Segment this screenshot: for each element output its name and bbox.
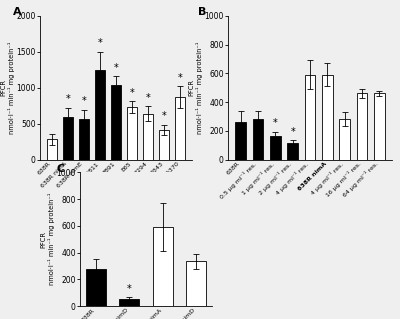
Bar <box>86 269 106 306</box>
Bar <box>127 107 137 160</box>
Text: *: * <box>162 111 166 122</box>
Bar <box>374 93 384 160</box>
Text: *: * <box>273 118 278 128</box>
Bar <box>176 97 185 160</box>
Bar <box>340 119 350 160</box>
Bar <box>236 122 246 160</box>
Text: *: * <box>146 93 150 103</box>
Bar <box>253 119 263 160</box>
Text: A: A <box>13 7 21 17</box>
Bar <box>159 130 169 160</box>
Text: *: * <box>130 88 134 98</box>
Bar <box>153 227 173 306</box>
Bar <box>63 117 73 160</box>
Text: *: * <box>178 73 183 83</box>
Bar <box>79 119 89 160</box>
Bar <box>186 261 206 306</box>
Y-axis label: PFCR
nmol·l⁻¹ min⁻¹ mg protein⁻¹: PFCR nmol·l⁻¹ min⁻¹ mg protein⁻¹ <box>41 193 55 286</box>
Y-axis label: PFCR
nmol·l⁻¹ min⁻¹ mg protein⁻¹: PFCR nmol·l⁻¹ min⁻¹ mg protein⁻¹ <box>1 41 15 134</box>
Text: *: * <box>290 127 295 137</box>
Bar <box>357 93 367 160</box>
Bar <box>270 136 280 160</box>
Text: *: * <box>66 94 70 104</box>
Text: B: B <box>198 7 207 17</box>
Bar <box>119 299 139 306</box>
Bar <box>322 75 332 160</box>
Bar <box>288 143 298 160</box>
Bar <box>143 114 153 160</box>
Bar <box>305 75 315 160</box>
Y-axis label: PFCR
nmol·l⁻¹ min⁻¹ mg protein⁻¹: PFCR nmol·l⁻¹ min⁻¹ mg protein⁻¹ <box>189 41 203 134</box>
Text: *: * <box>114 63 118 73</box>
Bar <box>111 85 121 160</box>
Text: *: * <box>82 96 86 107</box>
Text: *: * <box>127 284 132 293</box>
Text: *: * <box>98 38 102 48</box>
Bar <box>47 139 56 160</box>
Bar <box>95 70 105 160</box>
Text: C: C <box>56 164 64 174</box>
